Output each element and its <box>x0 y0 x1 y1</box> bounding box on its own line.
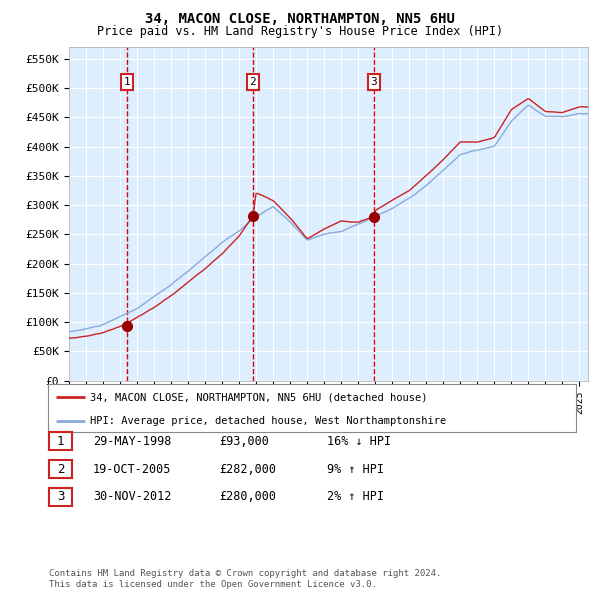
Text: 29-MAY-1998: 29-MAY-1998 <box>93 435 172 448</box>
Text: £280,000: £280,000 <box>219 490 276 503</box>
Text: Price paid vs. HM Land Registry's House Price Index (HPI): Price paid vs. HM Land Registry's House … <box>97 25 503 38</box>
Text: 3: 3 <box>371 77 377 87</box>
Text: 30-NOV-2012: 30-NOV-2012 <box>93 490 172 503</box>
Text: 2: 2 <box>57 463 64 476</box>
Text: 3: 3 <box>57 490 64 503</box>
Text: 16% ↓ HPI: 16% ↓ HPI <box>327 435 391 448</box>
Text: HPI: Average price, detached house, West Northamptonshire: HPI: Average price, detached house, West… <box>90 416 446 426</box>
Text: 1: 1 <box>124 77 130 87</box>
Text: 9% ↑ HPI: 9% ↑ HPI <box>327 463 384 476</box>
Text: 2% ↑ HPI: 2% ↑ HPI <box>327 490 384 503</box>
Text: 34, MACON CLOSE, NORTHAMPTON, NN5 6HU (detached house): 34, MACON CLOSE, NORTHAMPTON, NN5 6HU (d… <box>90 392 428 402</box>
Text: 19-OCT-2005: 19-OCT-2005 <box>93 463 172 476</box>
Text: 34, MACON CLOSE, NORTHAMPTON, NN5 6HU: 34, MACON CLOSE, NORTHAMPTON, NN5 6HU <box>145 12 455 26</box>
Text: 2: 2 <box>250 77 256 87</box>
Text: £93,000: £93,000 <box>219 435 269 448</box>
Text: Contains HM Land Registry data © Crown copyright and database right 2024.
This d: Contains HM Land Registry data © Crown c… <box>49 569 442 589</box>
Text: 1: 1 <box>57 435 64 448</box>
Text: £282,000: £282,000 <box>219 463 276 476</box>
